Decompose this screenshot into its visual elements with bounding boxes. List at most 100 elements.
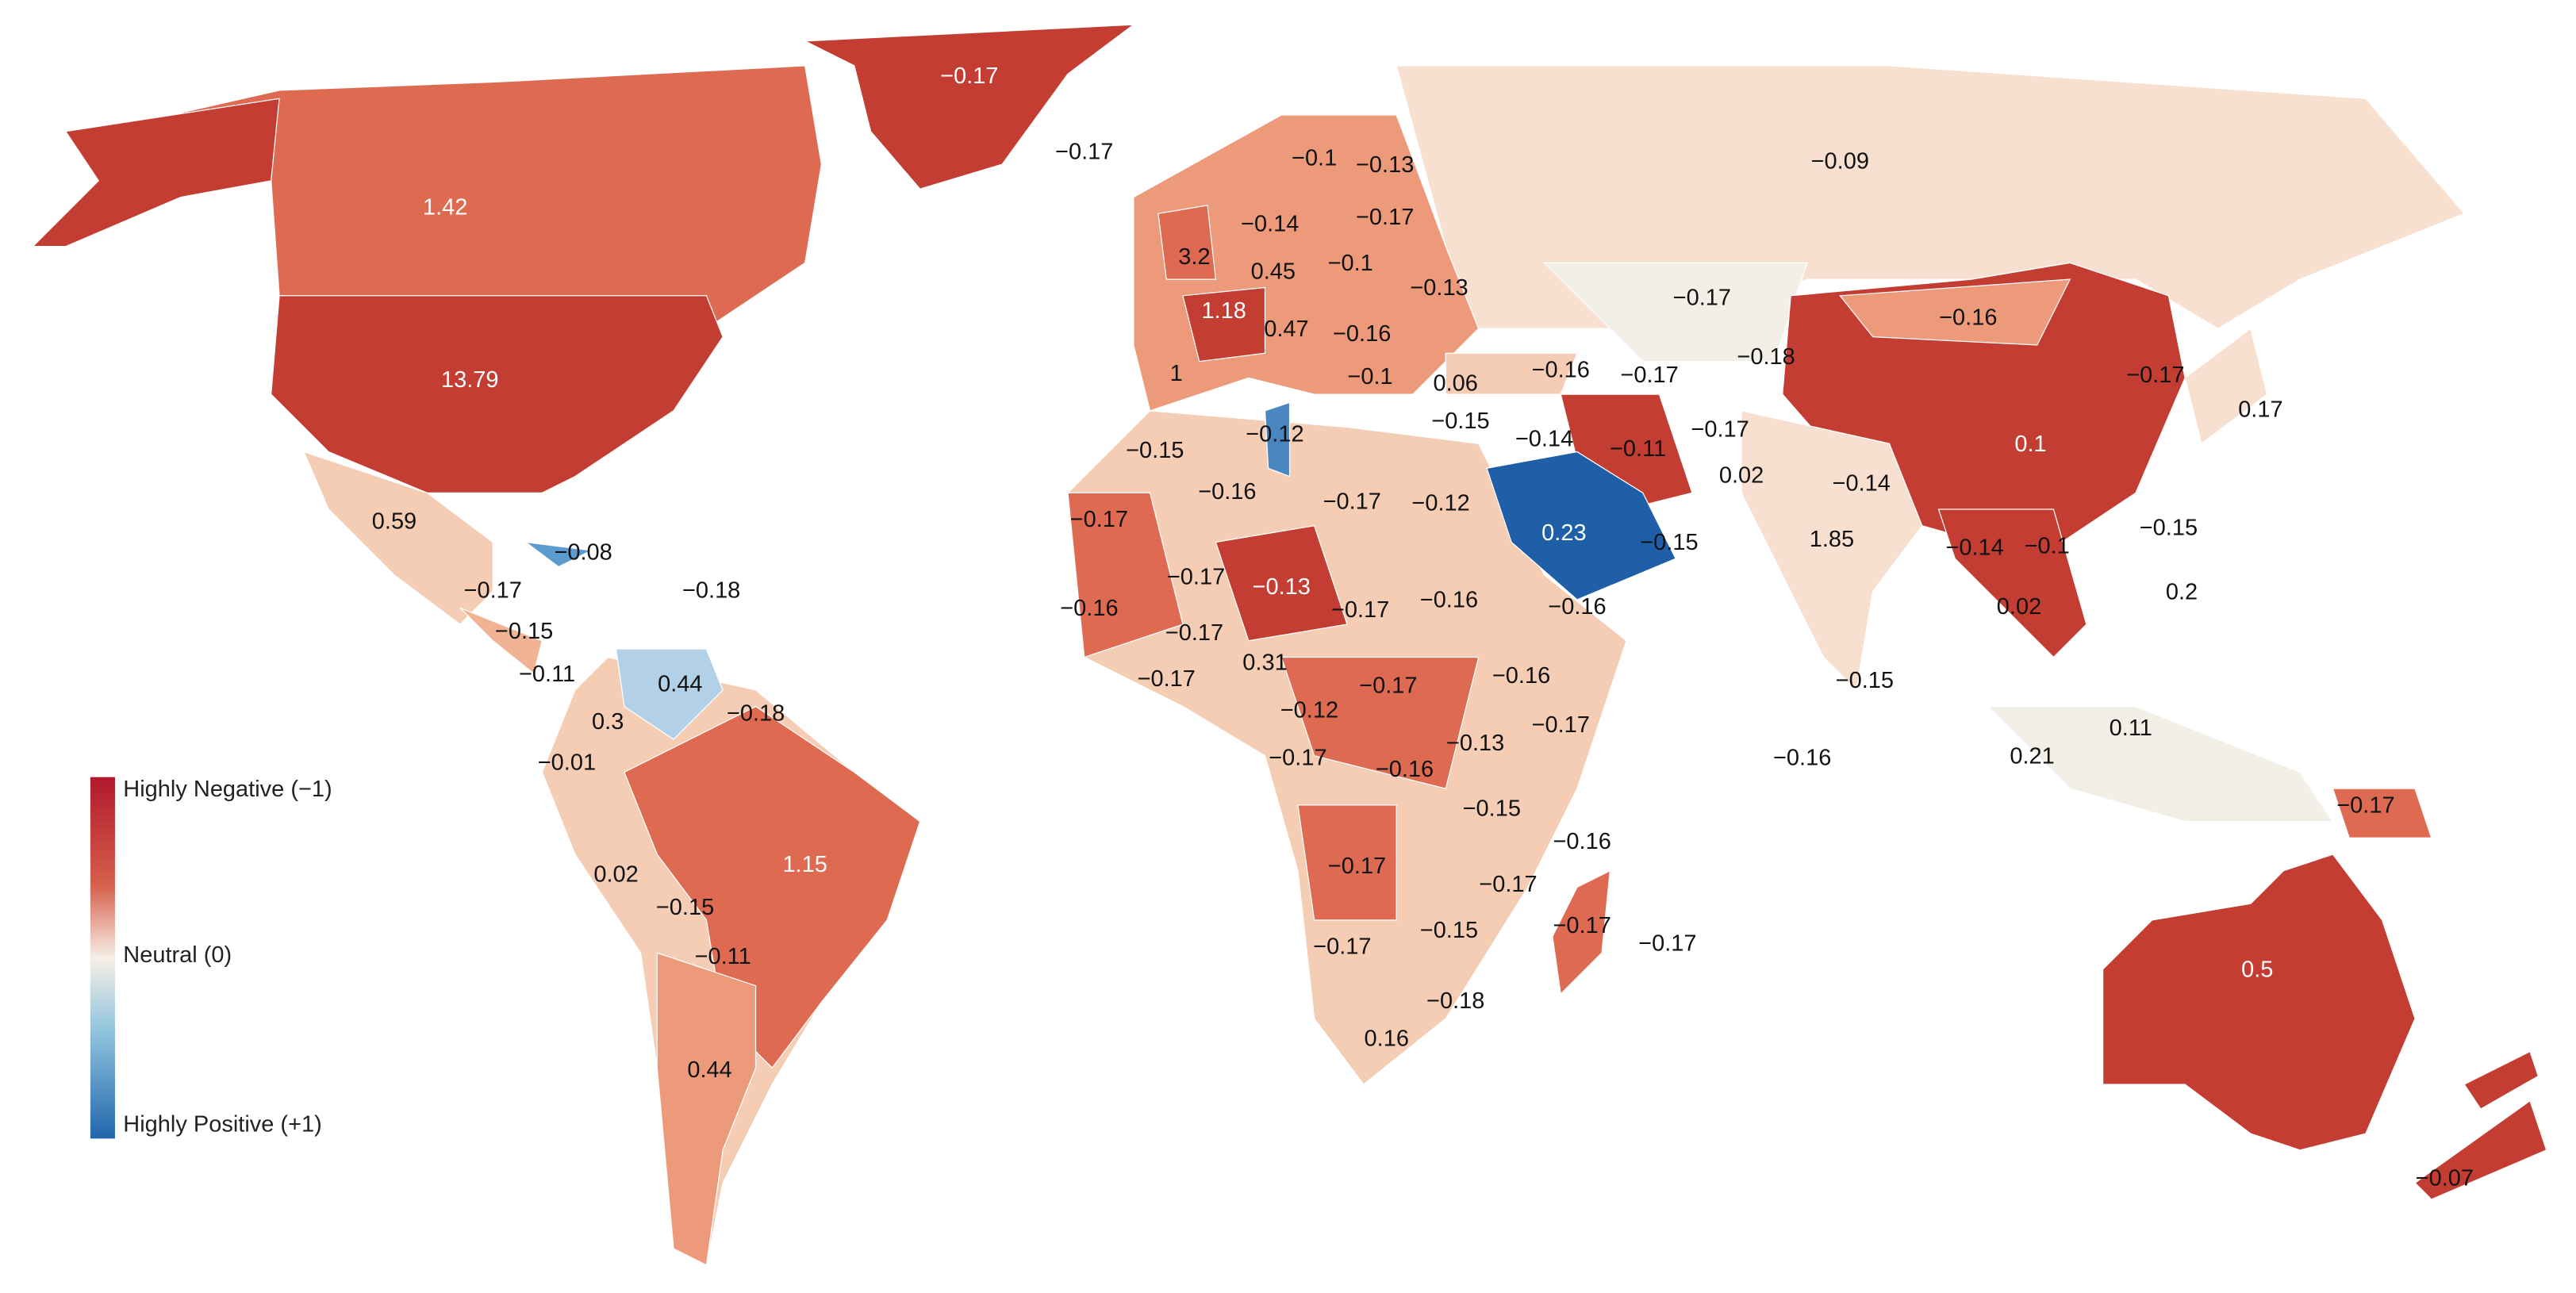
map-label: −0.14 — [1241, 211, 1299, 236]
map-label: −0.17 — [1331, 597, 1389, 623]
legend-label: Highly Positive (+1) — [123, 1111, 321, 1137]
map-label: 1.15 — [782, 852, 827, 877]
map-label: −0.17 — [940, 63, 998, 89]
map-label: −0.1 — [2025, 533, 2070, 558]
legend-color-bar — [90, 777, 115, 1139]
map-label: −0.15 — [1431, 409, 1489, 434]
map-label: 0.31 — [1242, 650, 1287, 675]
map-label: −0.12 — [1280, 697, 1338, 723]
map-label: 0.44 — [658, 671, 702, 696]
map-label: −0.16 — [1376, 757, 1434, 782]
map-label: −0.17 — [1138, 666, 1196, 692]
map-label: −0.17 — [1532, 712, 1590, 738]
map-label: −0.17 — [1479, 872, 1537, 897]
map-label: −0.17 — [1553, 913, 1611, 938]
map-label: −0.16 — [1333, 321, 1391, 347]
map-label: −0.13 — [1253, 574, 1311, 600]
map-label: −0.17 — [1356, 205, 1414, 230]
map-label: 13.79 — [441, 367, 499, 393]
map-label: −0.1 — [1328, 251, 1373, 276]
map-label: 0.11 — [2110, 716, 2152, 741]
map-label: −0.17 — [1165, 620, 1223, 646]
map-label: −0.18 — [682, 577, 740, 603]
map-label: 0.45 — [1251, 259, 1296, 284]
legend-label: Neutral (0) — [123, 942, 232, 968]
map-label: −0.15 — [1836, 668, 1894, 693]
map-label: 0.44 — [687, 1057, 731, 1083]
map-label: −0.17 — [1269, 746, 1326, 771]
map-label: −0.13 — [1356, 152, 1414, 178]
map-label: 0.23 — [1541, 520, 1586, 546]
map-label: −0.16 — [1532, 358, 1590, 383]
map-label: −0.11 — [695, 944, 751, 969]
map-label: −0.18 — [727, 701, 785, 727]
map-label: −0.15 — [495, 619, 553, 644]
map-label: −0.17 — [1070, 507, 1128, 532]
map-label: 3.2 — [1178, 244, 1210, 270]
map-label: −0.15 — [2140, 516, 2198, 541]
map-label: −0.08 — [554, 540, 612, 566]
map-label: −0.17 — [464, 577, 522, 603]
land — [31, 24, 2547, 1266]
map-label: −0.17 — [1055, 139, 1113, 164]
map-label: −0.17 — [1167, 565, 1225, 590]
map-label: −0.15 — [1463, 796, 1521, 822]
map-label: 1.85 — [1810, 527, 1854, 552]
map-label: −0.16 — [1198, 479, 1256, 505]
map-label: 0.5 — [2241, 957, 2273, 983]
map-label: 0.02 — [1719, 462, 1764, 488]
map-label: −0.16 — [1492, 663, 1550, 689]
map-label: −0.18 — [1426, 988, 1484, 1014]
map-label: −0.17 — [2336, 793, 2394, 819]
map-label: −0.16 — [1939, 305, 1997, 330]
map-label: −0.16 — [1420, 588, 1478, 613]
map-label: −0.17 — [1638, 931, 1696, 957]
map-label: −0.16 — [1060, 596, 1118, 621]
map-label: 0.47 — [1264, 317, 1308, 342]
map-label: −0.12 — [1246, 422, 1303, 447]
map-label: −0.15 — [1420, 918, 1478, 943]
map-label: −0.14 — [1945, 535, 2003, 560]
map-label: −0.16 — [1553, 829, 1611, 854]
map-label: 0.21 — [2010, 743, 2054, 769]
map-label: −0.1 — [1347, 364, 1392, 389]
map-label: −0.1 — [1292, 146, 1337, 171]
map-labels: −0.17 −0.17 −0.1 −0.13 −0.09 1.42 −0.14 −0.17 3.… — [372, 63, 2474, 1191]
map-label: −0.01 — [538, 750, 596, 776]
map-label: 1 — [1170, 361, 1183, 386]
map-label: −0.15 — [1126, 438, 1184, 463]
map-label: −0.16 — [1773, 746, 1831, 771]
map-label: −0.12 — [1411, 490, 1469, 516]
map-label: −0.16 — [1548, 594, 1606, 620]
map-label: −0.17 — [1691, 416, 1749, 442]
map-label: −0.09 — [1811, 149, 1869, 175]
map-label: 0.02 — [593, 862, 638, 888]
map-label: 0.16 — [1365, 1026, 1409, 1052]
map-label: −0.13 — [1446, 731, 1504, 756]
map-label: 0.2 — [2166, 579, 2198, 604]
map-label: −0.17 — [1313, 934, 1371, 960]
map-label: 0.59 — [372, 508, 417, 534]
map-label: 0.1 — [2014, 432, 2046, 457]
map-label: −0.15 — [656, 895, 714, 920]
map-label: −0.11 — [1610, 436, 1666, 462]
map-label: −0.17 — [1323, 489, 1381, 514]
map-label: 0.17 — [2238, 397, 2282, 422]
map-label: −0.17 — [1620, 363, 1678, 388]
map-label: −0.15 — [1640, 530, 1698, 555]
map-label: −0.17 — [2126, 363, 2184, 388]
map-label: −0.17 — [1359, 673, 1417, 698]
map-label: −0.14 — [1515, 427, 1573, 452]
map-label: 0.06 — [1434, 370, 1478, 396]
map-label: 1.42 — [423, 195, 467, 221]
map-label: −0.17 — [1328, 854, 1386, 879]
legend-label: Highly Negative (−1) — [123, 777, 332, 802]
map-label: −0.14 — [1833, 471, 1891, 497]
map-label: 0.02 — [1997, 594, 2041, 620]
map-label: −0.11 — [519, 662, 575, 687]
map-label: 0.3 — [592, 709, 624, 735]
map-label: −0.18 — [1737, 344, 1795, 370]
map-label: −0.07 — [2416, 1166, 2474, 1191]
